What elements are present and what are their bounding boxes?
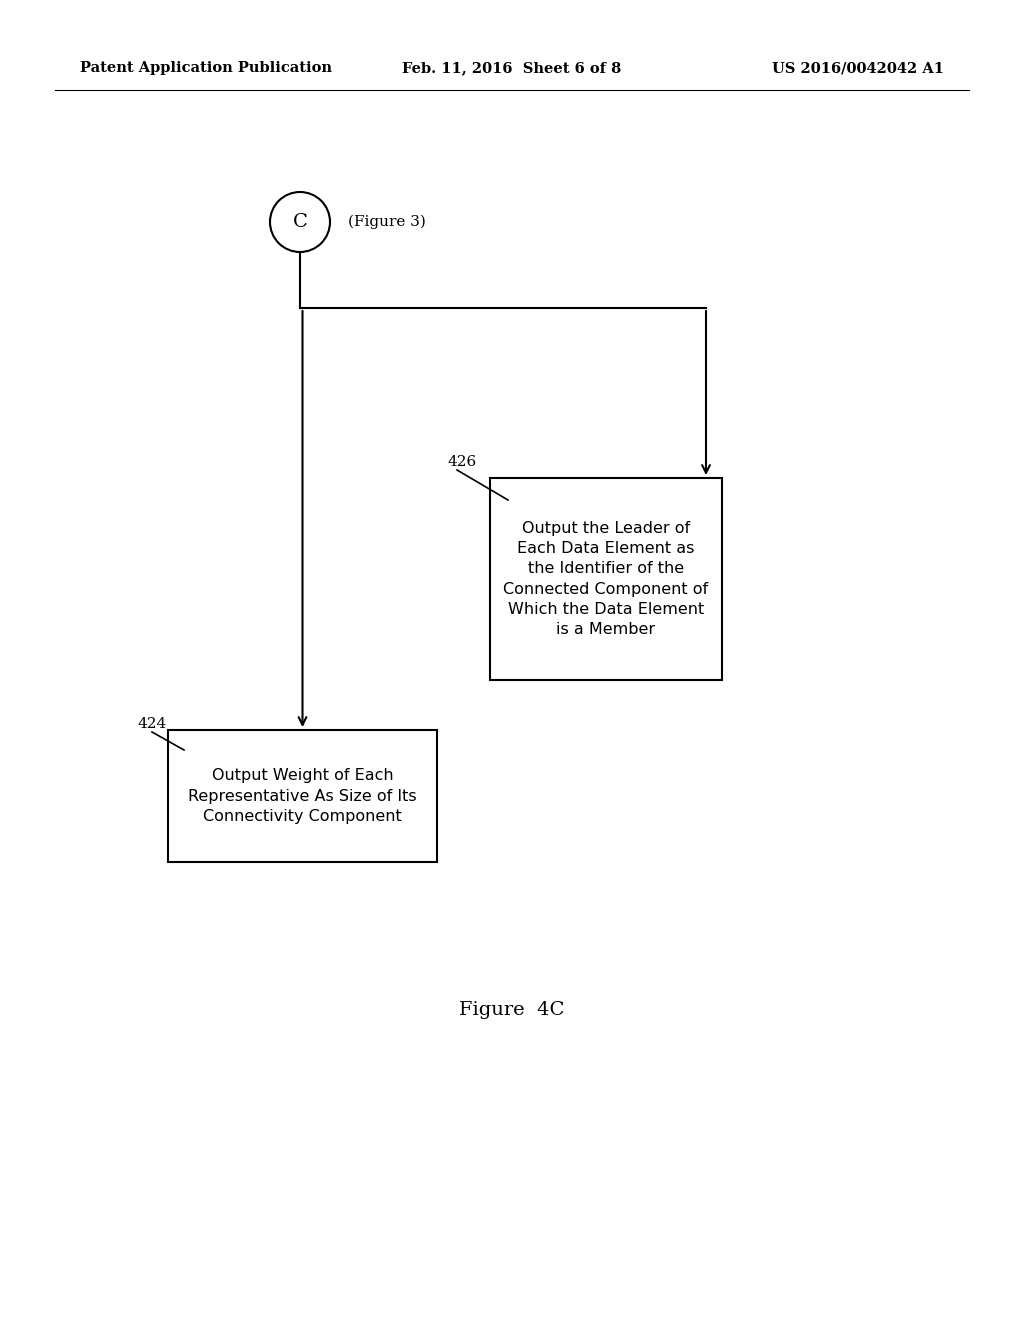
Text: 424: 424 [138,717,167,731]
Bar [168,730,437,862]
Text: (Figure 3): (Figure 3) [348,215,426,230]
Text: Output the Leader of
Each Data Element as
the Identifier of the
Connected Compon: Output the Leader of Each Data Element a… [504,520,709,638]
Text: Figure  4C: Figure 4C [460,1001,564,1019]
Text: Patent Application Publication: Patent Application Publication [80,61,332,75]
Text: Feb. 11, 2016  Sheet 6 of 8: Feb. 11, 2016 Sheet 6 of 8 [402,61,622,75]
Text: US 2016/0042042 A1: US 2016/0042042 A1 [772,61,944,75]
Text: Output Weight of Each
Representative As Size of Its
Connectivity Component: Output Weight of Each Representative As … [188,768,417,824]
Text: C: C [293,213,307,231]
Bar [490,478,722,680]
Text: 426: 426 [447,455,476,469]
